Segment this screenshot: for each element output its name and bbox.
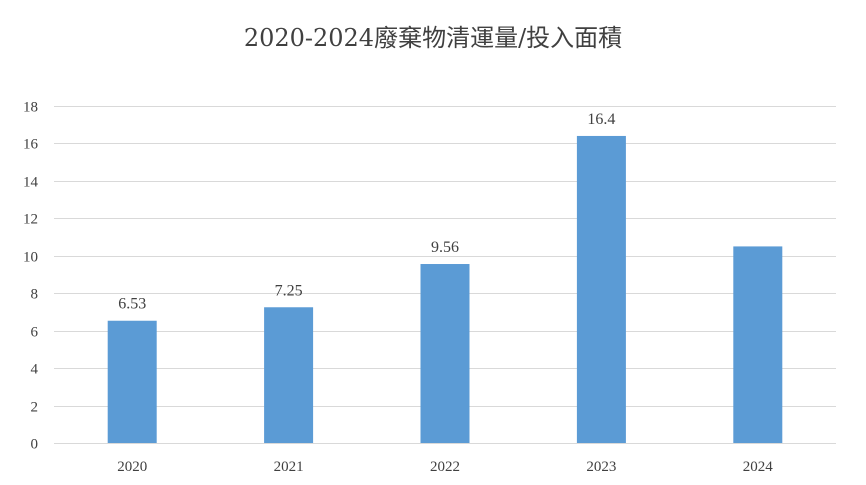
y-tick-label: 4 xyxy=(31,362,39,378)
data-label-2022: 9.56 xyxy=(431,239,459,256)
chart-title: 2020-2024廢棄物清運量/投入面積 xyxy=(244,24,622,52)
y-tick-label: 18 xyxy=(23,100,38,116)
y-tick-label: 14 xyxy=(23,175,39,191)
x-tick-label-2023: 2023 xyxy=(586,459,616,475)
y-tick-label: 10 xyxy=(23,250,38,266)
y-axis-tick-labels: 0 2 4 6 8 10 12 14 16 18 xyxy=(23,100,39,453)
bar-2020 xyxy=(107,320,157,443)
data-label-2021: 7.25 xyxy=(275,282,303,299)
y-tick-label: 8 xyxy=(31,287,39,303)
y-tick-label: 12 xyxy=(23,212,38,228)
x-tick-label-2024: 2024 xyxy=(743,459,774,475)
x-tick-label-2022: 2022 xyxy=(430,459,460,475)
y-tick-label: 2 xyxy=(31,400,39,416)
bar-2024 xyxy=(733,246,783,443)
x-tick-label-2021: 2021 xyxy=(274,459,304,475)
bar-2021 xyxy=(264,307,314,443)
data-label-2023: 16.4 xyxy=(587,111,615,128)
y-tick-label: 6 xyxy=(31,325,39,341)
data-labels: 6.53 7.25 9.56 16.4 xyxy=(118,111,615,313)
bar-2023 xyxy=(576,135,626,443)
y-tick-label: 0 xyxy=(31,437,39,453)
bars xyxy=(107,135,783,443)
data-label-2020: 6.53 xyxy=(118,296,146,313)
x-axis-tick-labels: 2020 2021 2022 2023 2024 xyxy=(117,459,773,475)
bar-2022 xyxy=(420,264,470,443)
y-tick-label: 16 xyxy=(23,137,39,153)
x-tick-label-2020: 2020 xyxy=(117,459,147,475)
